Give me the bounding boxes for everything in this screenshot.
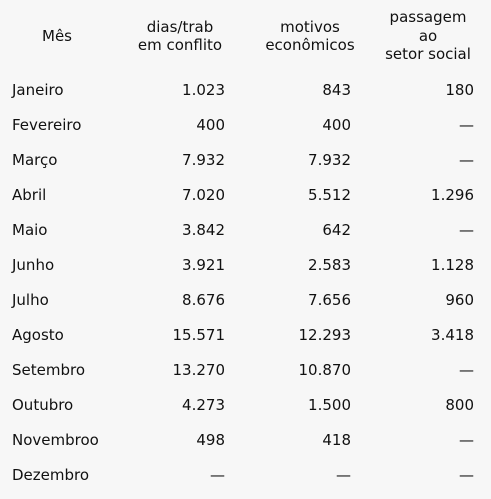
- header-cell: passagem: [389, 8, 467, 27]
- value-cell: 1.500: [308, 396, 351, 414]
- header-cell: motivos: [280, 17, 340, 36]
- value-cell: —: [210, 466, 225, 484]
- value-cell: 3.842: [182, 221, 225, 239]
- value-cell: 1.023: [182, 81, 225, 99]
- month-cell: Julho: [12, 291, 49, 309]
- value-cell: 843: [322, 81, 351, 99]
- value-cell: 642: [322, 221, 351, 239]
- value-cell: 400: [196, 116, 225, 134]
- value-cell: 7.656: [308, 291, 351, 309]
- header-cell: em conflito: [137, 36, 223, 54]
- value-cell: 4.273: [182, 396, 225, 414]
- value-cell: 418: [322, 431, 351, 449]
- value-cell: —: [459, 221, 474, 239]
- month-cell: Dezembro: [12, 466, 90, 484]
- value-cell: —: [459, 466, 474, 484]
- value-cell: —: [336, 466, 351, 484]
- header-cell: Mês: [42, 26, 72, 45]
- value-cell: 400: [322, 116, 351, 134]
- value-cell: 8.676: [182, 291, 225, 309]
- value-cell: 7.932: [308, 151, 351, 169]
- value-cell: 1.128: [431, 256, 474, 274]
- month-cell: Maio: [12, 221, 48, 239]
- value-cell: 2.583: [308, 256, 351, 274]
- month-cell: Março: [12, 151, 58, 169]
- month-cell: Novembroo: [12, 431, 99, 449]
- month-cell: Janeiro: [12, 81, 64, 99]
- value-cell: 7.932: [182, 151, 225, 169]
- month-cell: Junho: [12, 256, 55, 274]
- value-cell: 10.870: [298, 361, 352, 379]
- value-cell: —: [459, 151, 474, 169]
- value-cell: —: [459, 431, 474, 449]
- value-cell: —: [459, 116, 474, 134]
- value-cell: 7.020: [182, 186, 225, 204]
- value-cell: 180: [445, 81, 474, 99]
- value-cell: 13.270: [172, 361, 226, 379]
- header-cell: setor social: [385, 45, 471, 64]
- month-cell: Setembro: [12, 361, 86, 379]
- month-cell: Fevereiro: [12, 116, 82, 134]
- value-cell: 1.296: [431, 186, 474, 204]
- value-cell: 3.418: [431, 326, 474, 344]
- header-cell: ao: [418, 26, 438, 45]
- value-cell: 15.571: [172, 326, 226, 344]
- month-cell: Agosto: [12, 326, 64, 344]
- value-cell: 5.512: [308, 186, 351, 204]
- header-cell: dias/trab: [146, 17, 214, 36]
- value-cell: 498: [196, 431, 225, 449]
- month-cell: Outubro: [12, 396, 74, 414]
- value-cell: —: [459, 361, 474, 379]
- month-cell: Abril: [12, 186, 47, 204]
- value-cell: 800: [445, 396, 474, 414]
- value-cell: 12.293: [298, 326, 352, 344]
- value-cell: 960: [445, 291, 474, 309]
- value-cell: 3.921: [182, 256, 225, 274]
- header-cell: econômicos: [265, 36, 355, 54]
